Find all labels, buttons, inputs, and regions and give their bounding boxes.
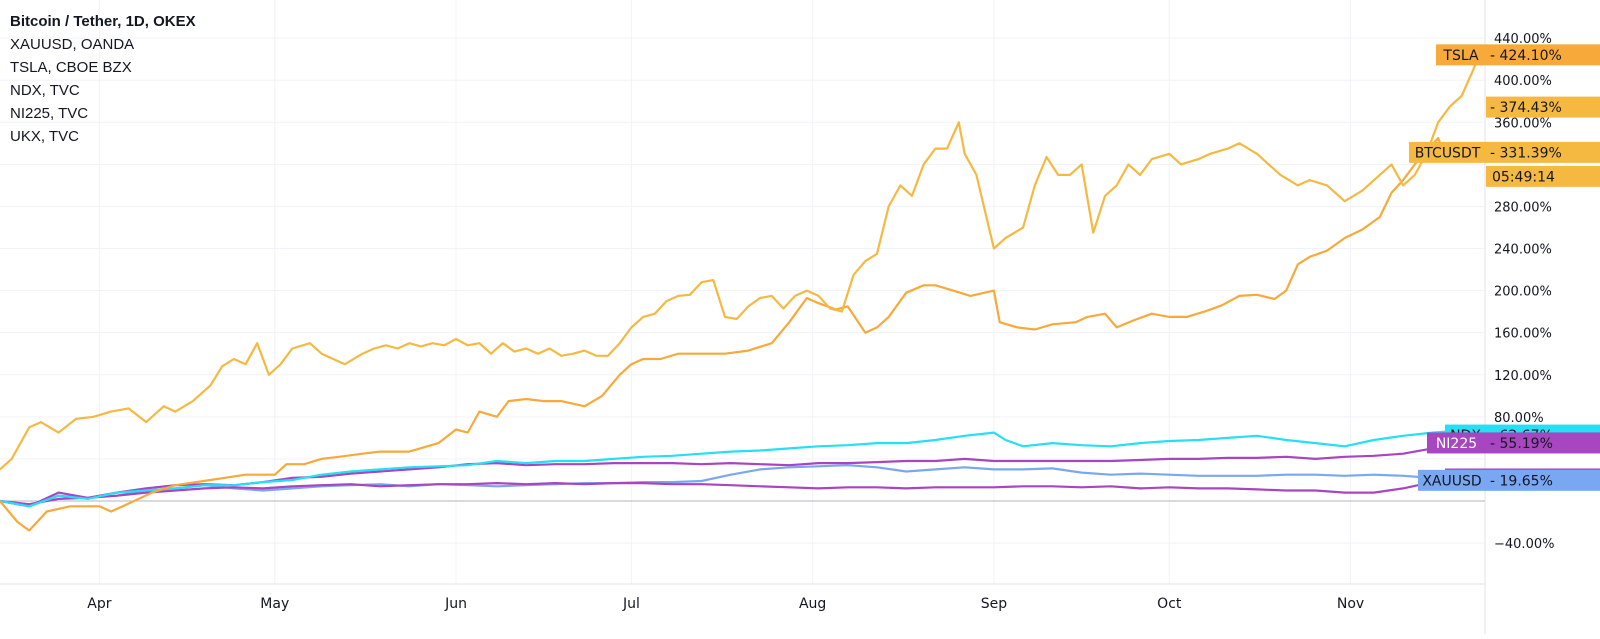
x-tick-label: Aug — [799, 596, 826, 612]
legend-item-btcusdt[interactable]: Bitcoin / Tether, 1D, OKEX — [10, 13, 196, 30]
price-label-value-box — [1486, 469, 1600, 491]
y-tick-label: 80.00% — [1494, 411, 1544, 426]
price-label-value: - 19.65% — [1490, 473, 1553, 489]
price-label-value-box — [1486, 96, 1600, 118]
price-label-value-box — [1486, 44, 1600, 66]
axis-layer: −40.00% 80.00% 120.00% 160.00% 200.00% 240.00… — [0, 0, 1554, 634]
price-label-tsla: - 424.10% TSLA — [1436, 44, 1600, 66]
countdown-box — [1486, 165, 1600, 187]
x-tick-label: Nov — [1337, 596, 1364, 612]
y-tick-label: 160.00% — [1494, 327, 1552, 342]
series-line-xauusd[interactable] — [0, 464, 1480, 508]
legend-item-ukx[interactable]: UKX, TVC — [10, 128, 79, 145]
price-label-name-box — [1436, 44, 1486, 66]
x-tick-label: Sep — [981, 596, 1008, 612]
price-label-name: XAUUSD — [1422, 473, 1481, 489]
price-label-value: - 374.43% — [1490, 100, 1562, 116]
legend-item-ndx[interactable]: NDX, TVC — [10, 82, 80, 99]
price-label-layer: - 424.10% TSLA - 374.43% - 331.39% BTCUSDT 05… — [1409, 44, 1600, 491]
price-label-value: - 331.39% — [1490, 145, 1562, 161]
legend-item-xauusd[interactable]: XAUUSD, OANDA — [10, 36, 135, 53]
price-label-value: - 55.19% — [1490, 436, 1553, 452]
series-line-tsla[interactable] — [0, 54, 1481, 471]
price-label-value-box — [1486, 141, 1600, 163]
grid-layer — [0, 0, 1485, 584]
price-label-value: - 424.10% — [1490, 48, 1562, 64]
price-label-name: NI225 — [1436, 436, 1477, 452]
y-tick-label: −40.00% — [1494, 537, 1554, 552]
legend: Bitcoin / Tether, 1D, OKEX XAUUSD, OANDA… — [10, 10, 196, 148]
price-label-xauusd: - 19.65% XAUUSD — [1418, 469, 1600, 491]
legend-item-tsla[interactable]: TSLA, CBOE BZX — [10, 59, 132, 76]
price-label-name: BTCUSDT — [1415, 145, 1481, 161]
countdown-label: 05:49:14 — [1492, 169, 1555, 185]
x-tick-label: Jun — [444, 596, 467, 612]
price-label-name: TSLA — [1442, 48, 1479, 64]
price-label-name-box — [1427, 432, 1486, 454]
y-tick-label: 120.00% — [1494, 369, 1552, 384]
price-label-name-box — [1409, 141, 1486, 163]
y-tick-label: 280.00% — [1494, 200, 1552, 215]
legend-item-ni225[interactable]: NI225, TVC — [10, 105, 89, 122]
y-tick-label: 440.00% — [1494, 32, 1552, 47]
y-tick-label: 360.00% — [1494, 116, 1552, 131]
x-tick-label: Apr — [87, 596, 111, 612]
series-line-ukx[interactable] — [0, 477, 1480, 506]
series-line-ndx[interactable] — [0, 429, 1480, 508]
x-tick-label: Oct — [1157, 596, 1182, 612]
price-label-value-box — [1486, 432, 1600, 454]
price-label-name-box — [1418, 469, 1486, 491]
y-tick-label: 240.00% — [1494, 243, 1552, 258]
series-line-btcusdt[interactable] — [0, 137, 1446, 532]
series-line-ni225[interactable] — [0, 441, 1480, 508]
price-label-tsla: - 374.43% — [1486, 96, 1600, 118]
y-tick-label: 200.00% — [1494, 285, 1552, 300]
price-label-btcusdt: - 331.39% BTCUSDT 05:49:14 — [1409, 141, 1600, 187]
x-tick-label: May — [260, 596, 289, 612]
price-label-ni225: - 55.19% NI225 — [1427, 432, 1600, 454]
y-tick-label: 400.00% — [1494, 74, 1552, 89]
series-layer[interactable] — [0, 54, 1481, 532]
x-tick-label: Jul — [622, 596, 640, 612]
